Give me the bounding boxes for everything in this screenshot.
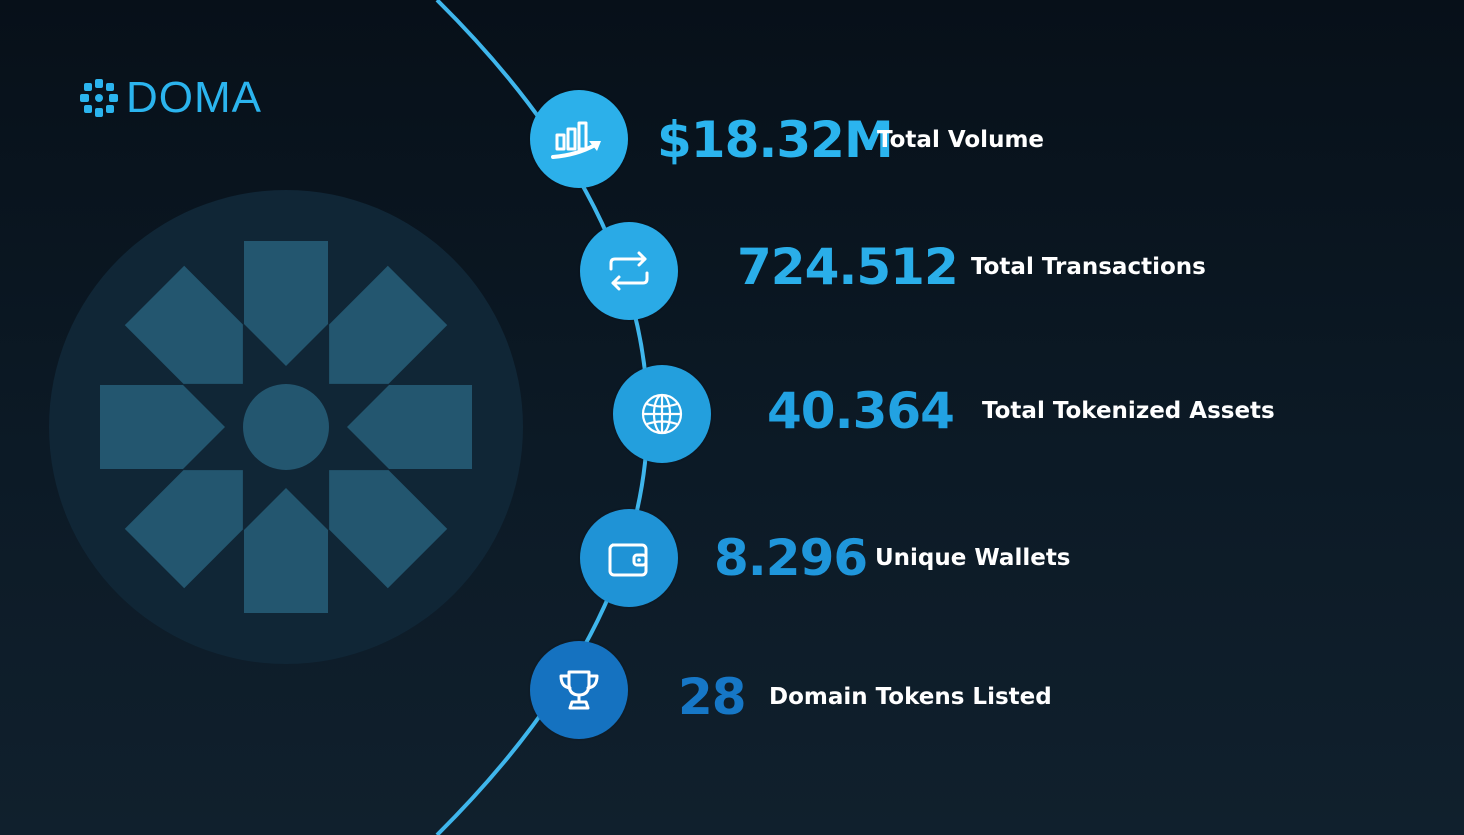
trophy-icon	[559, 670, 599, 710]
stat-value-domain-tokens-listed: 28	[678, 668, 747, 726]
brand-name: DOMA	[126, 73, 262, 122]
stat-icon-total-transactions	[580, 222, 678, 320]
stat-label-total-transactions: Total Transactions	[971, 254, 1206, 280]
stat-label-unique-wallets: Unique Wallets	[875, 545, 1071, 571]
stat-icon-total-volume	[530, 90, 628, 188]
stat-label-domain-tokens-listed: Domain Tokens Listed	[769, 684, 1052, 710]
stat-icon-unique-wallets	[580, 509, 678, 607]
globe-icon	[641, 393, 683, 435]
doma-logo[interactable]: DOMA	[78, 76, 262, 120]
flower-grid-icon	[80, 79, 118, 117]
stat-label-total-volume: Total Volume	[877, 127, 1045, 153]
stat-value-total-transactions: 724.512	[737, 238, 959, 296]
trending-chart-icon	[551, 121, 601, 159]
stat-label-total-tokenized-assets: Total Tokenized Assets	[982, 398, 1275, 424]
stat-icon-domain-tokens-listed	[530, 641, 628, 739]
stat-value-total-tokenized-assets: 40.364	[767, 382, 955, 440]
wallet-icon	[608, 543, 648, 577]
doma-flower-emblem-icon	[49, 190, 523, 664]
stat-icon-total-tokenized-assets	[613, 365, 711, 463]
swap-arrows-icon	[609, 251, 649, 291]
stat-value-unique-wallets: 8.296	[714, 529, 868, 587]
stat-value-total-volume: $18.32M	[657, 111, 894, 169]
